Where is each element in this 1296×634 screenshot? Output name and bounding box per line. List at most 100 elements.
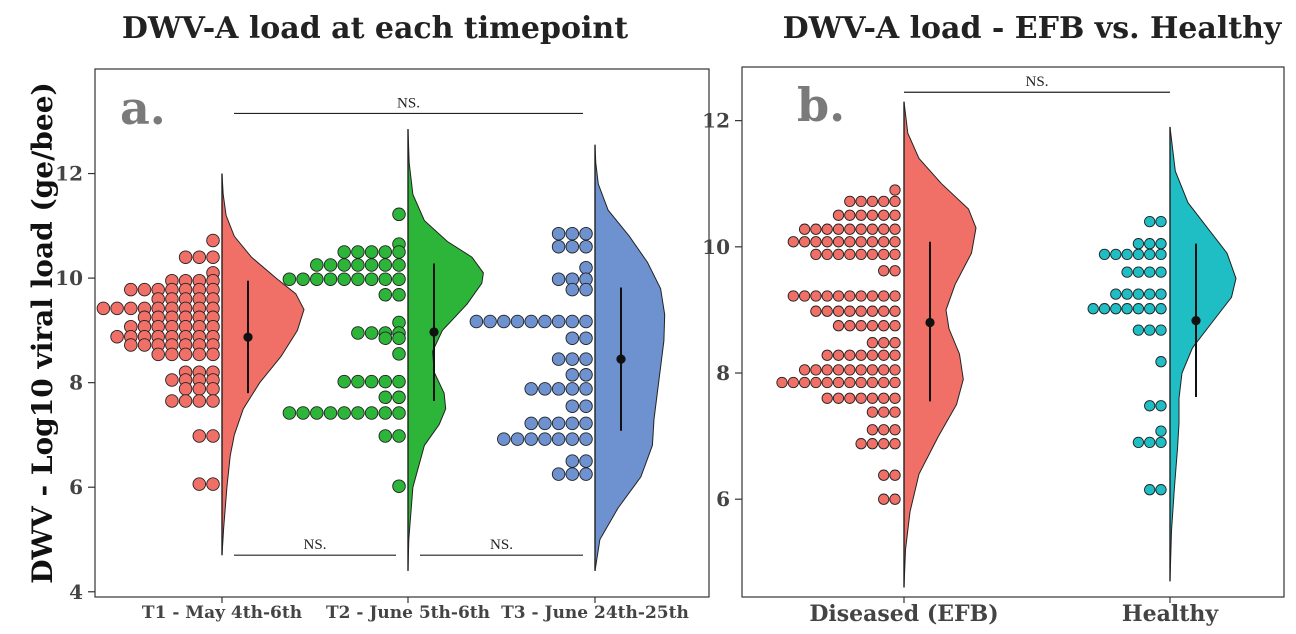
data-point [579,314,593,329]
data-point [364,258,379,272]
data-point [832,376,845,389]
data-point [1144,288,1156,300]
data-point [844,195,856,208]
data-point [1121,248,1133,261]
data-point [551,467,566,481]
data-point [337,272,351,286]
density-half-violin [407,129,484,571]
data-point [810,236,822,248]
data-point [323,258,338,272]
data-point [866,195,879,208]
data-point [378,331,393,345]
data-point [151,347,165,362]
data-point [855,305,867,317]
data-point [296,406,310,420]
data-point [165,347,179,362]
data-point [96,301,111,316]
data-point [832,364,845,376]
data-point [192,477,207,491]
data-point [810,290,822,302]
data-point [832,209,845,221]
data-point [889,376,901,389]
y-tick-label: 4 [69,580,83,604]
data-point [878,305,890,317]
data-point [579,226,593,241]
data-point [206,347,220,362]
data-point [551,432,566,446]
y-tick-label: 12 [702,109,730,133]
y-tick-label: 8 [69,371,83,395]
mean-point [1191,316,1201,326]
data-point [1132,436,1145,449]
data-point [1144,238,1156,250]
data-point [889,349,901,361]
data-point [323,406,338,420]
data-point [832,320,845,332]
data-point [889,364,901,376]
data-point [878,236,890,248]
data-point [579,331,593,345]
data-point [1132,238,1145,250]
data-point [1110,288,1122,300]
data-point [497,314,511,329]
data-point [565,382,580,396]
panel-a: DWV-A load at each timepoint 4 6 8 10 12 a. T1 … [55,11,710,623]
data-point [878,424,890,436]
data-point [510,314,525,329]
data-point [1132,248,1145,261]
data-point [1144,484,1156,496]
data-point [878,195,890,208]
data-point [364,272,379,286]
data-point [378,258,393,272]
data-point [832,290,845,302]
data-point [364,245,379,259]
data-point [821,364,833,376]
data-point [206,429,220,443]
data-point [579,282,593,297]
data-point [866,248,879,261]
data-point [524,382,538,396]
data-point [866,424,879,436]
data-point [378,429,393,443]
data-point [282,272,297,286]
data-point [866,223,879,235]
data-point [889,493,901,505]
data-point [889,236,901,248]
panel-label: b. [797,78,845,132]
data-point [192,382,207,396]
data-point [878,223,890,235]
data-point [810,223,822,235]
data-point [351,326,365,340]
data-point [810,376,822,389]
data-point [351,406,365,420]
data-point [866,438,879,450]
data-point [351,245,365,259]
data-point [551,314,566,329]
data-point [551,416,566,431]
data-point [1155,436,1167,449]
data-point [787,376,799,389]
data-point [844,349,856,361]
data-point [1110,248,1122,261]
data-point [579,368,593,382]
data-point [889,424,901,436]
data-point [821,349,833,361]
data-point [1155,248,1167,261]
data-point [337,374,351,389]
data-point [510,432,525,446]
data-point [551,352,566,366]
data-point [1155,238,1167,250]
data-point [323,272,338,286]
chart-title: DWV-A load - EFB vs. Healthy [783,11,1283,46]
data-point [565,416,580,431]
data-point [206,382,220,396]
density-half-violin [1169,126,1237,582]
data-point [866,209,879,221]
significance-label: NS. [1026,74,1049,90]
group-1 [96,173,305,556]
data-point [551,272,566,286]
data-point [1155,356,1167,368]
data-point [787,290,799,302]
data-point [282,406,297,420]
